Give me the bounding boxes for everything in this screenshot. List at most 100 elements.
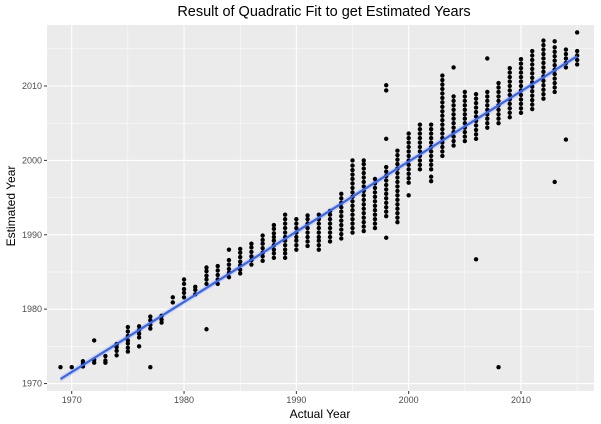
data-point (451, 98, 456, 104)
data-point (417, 158, 423, 163)
data-point (237, 246, 243, 252)
y-tick-label: 1980 (22, 304, 42, 314)
data-point (530, 62, 535, 67)
data-point (384, 191, 389, 197)
x-tick-label: 2000 (399, 395, 419, 405)
data-point (226, 262, 232, 267)
data-point (440, 104, 445, 110)
data-point (204, 281, 209, 287)
data-point (485, 56, 490, 61)
data-point (384, 178, 389, 183)
data-point (395, 211, 400, 216)
data-point (552, 39, 557, 44)
data-point (271, 247, 277, 252)
data-point (260, 254, 265, 259)
data-point (204, 273, 209, 278)
data-point (294, 238, 299, 243)
data-point (136, 331, 142, 336)
data-point (473, 96, 479, 101)
data-point (406, 171, 411, 176)
data-point (428, 158, 434, 163)
data-point (339, 218, 344, 223)
data-point (350, 176, 355, 182)
data-point (294, 247, 299, 252)
data-point (361, 202, 366, 207)
data-point (327, 216, 333, 222)
data-point (440, 126, 445, 132)
y-tick-label: 1970 (22, 379, 42, 389)
data-point (384, 187, 389, 192)
data-point (148, 364, 153, 370)
data-point (361, 228, 366, 234)
data-point (496, 112, 501, 117)
data-point (237, 254, 243, 260)
data-point (440, 77, 445, 83)
data-point (406, 167, 411, 172)
data-point (518, 101, 524, 107)
data-point (428, 135, 434, 141)
data-point (395, 206, 400, 211)
x-tick-label: 1980 (174, 395, 194, 405)
data-point (541, 38, 546, 43)
data-point (395, 197, 400, 203)
x-axis-title: Actual Year (290, 407, 351, 421)
data-point (541, 96, 546, 101)
data-point (440, 82, 445, 87)
chart-title: Result of Quadratic Fit to get Estimated… (177, 4, 470, 20)
data-point (350, 181, 355, 186)
data-point (237, 250, 243, 255)
data-point (552, 76, 557, 81)
data-point (361, 215, 366, 220)
data-point (417, 126, 423, 132)
data-point (294, 221, 299, 226)
data-point (440, 144, 445, 150)
data-point (440, 149, 445, 154)
data-point (316, 242, 322, 248)
data-point (69, 364, 74, 370)
data-point (215, 268, 220, 273)
data-point (440, 153, 445, 159)
data-point (462, 134, 468, 139)
data-point (518, 92, 524, 98)
data-point (518, 79, 524, 84)
data-point (530, 53, 535, 58)
data-point (58, 364, 63, 370)
data-point (417, 135, 423, 141)
data-point (327, 230, 333, 235)
data-point (451, 116, 456, 121)
data-points (58, 30, 580, 370)
data-point (541, 87, 546, 92)
data-point (204, 269, 209, 274)
data-point (552, 71, 557, 77)
data-point (507, 101, 512, 107)
data-point (305, 225, 310, 231)
data-point (384, 164, 389, 170)
data-point (372, 199, 378, 204)
data-point (541, 51, 546, 57)
data-point (417, 140, 423, 145)
y-tick-label: 2010 (22, 81, 42, 91)
data-point (552, 58, 557, 63)
data-point (507, 110, 512, 115)
data-point (114, 348, 119, 354)
data-point (530, 75, 535, 81)
data-point (395, 161, 400, 167)
data-point (350, 208, 355, 213)
data-point (305, 239, 310, 244)
data-point (507, 74, 512, 80)
x-tick-label: 2010 (511, 395, 531, 405)
data-point (395, 175, 400, 180)
data-point (384, 205, 389, 210)
data-point (473, 109, 479, 115)
data-point (473, 105, 479, 110)
data-point (260, 237, 265, 243)
data-point (518, 110, 524, 115)
data-point (350, 221, 355, 226)
data-point (574, 57, 580, 63)
data-point (496, 116, 501, 121)
data-point (574, 62, 580, 67)
data-point (282, 216, 288, 222)
data-point (440, 118, 445, 123)
data-point (327, 225, 333, 231)
data-point (316, 230, 322, 235)
